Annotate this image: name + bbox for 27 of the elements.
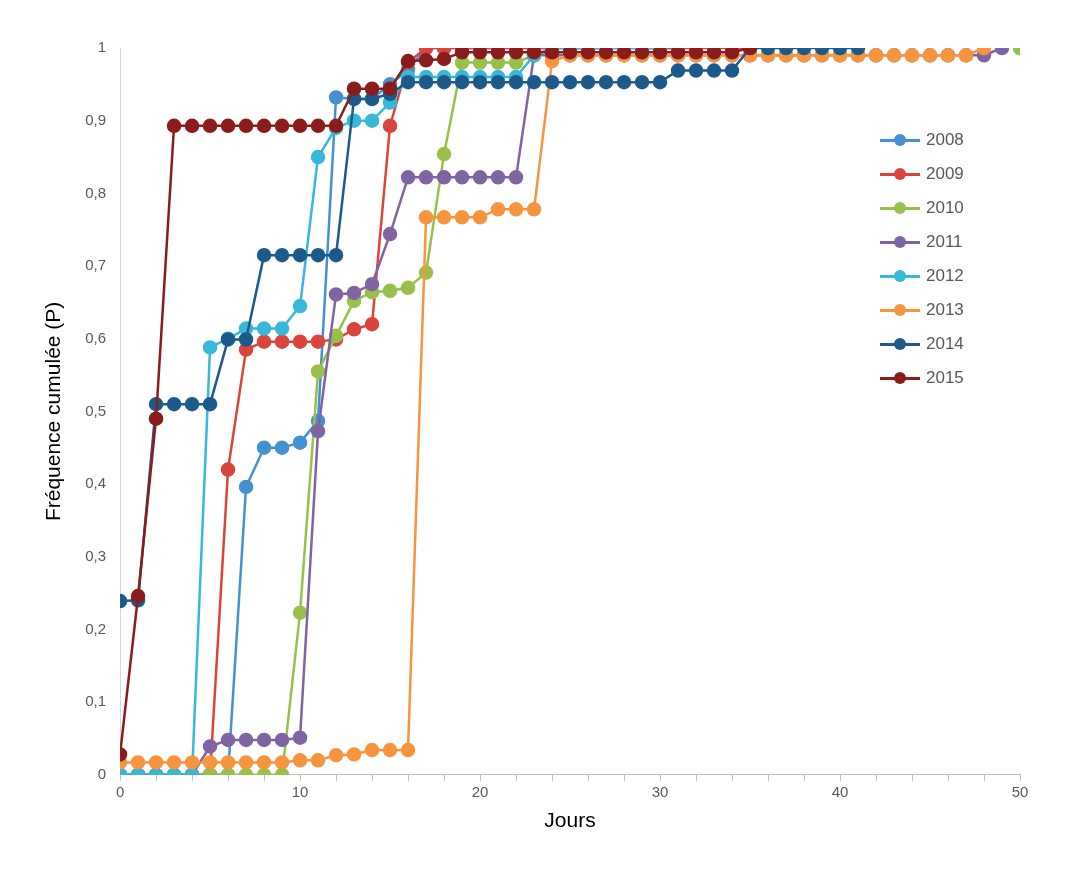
- legend-label: 2008: [926, 130, 964, 150]
- y-tick-label: 0,2: [85, 619, 107, 637]
- y-tick-label: 0,6: [85, 328, 107, 346]
- x-axis-title: Jours: [544, 808, 596, 832]
- x-tick-label: 10: [291, 782, 309, 800]
- legend-label: 2014: [926, 334, 964, 354]
- y-tick-label: 0,3: [85, 546, 107, 564]
- y-tick-label: 0,5: [85, 401, 107, 419]
- y-tick-label: 0: [97, 764, 107, 782]
- legend-label: 2013: [926, 300, 964, 320]
- x-tick-label: 50: [1011, 782, 1029, 800]
- x-tick-label: 0: [115, 782, 125, 800]
- y-tick-label: 0,8: [85, 183, 107, 201]
- x-tick-label: 20: [471, 782, 489, 800]
- legend-label: 2015: [926, 368, 964, 388]
- legend-label: 2009: [926, 164, 964, 184]
- x-tick-label: 40: [831, 782, 849, 800]
- legend-label: 2012: [926, 266, 964, 286]
- y-tick-label: 0,4: [85, 474, 107, 492]
- y-axis-title: Fréquence cumulée (P): [41, 301, 65, 522]
- y-tick-label: 0,9: [85, 110, 107, 128]
- y-tick-label: 1: [97, 38, 107, 56]
- legend-label: 2011: [926, 232, 963, 252]
- legend-label: 2010: [926, 198, 964, 218]
- y-tick-label: 0,7: [85, 256, 107, 274]
- x-tick-label: 30: [651, 782, 669, 800]
- y-tick-label: 0,1: [85, 692, 107, 710]
